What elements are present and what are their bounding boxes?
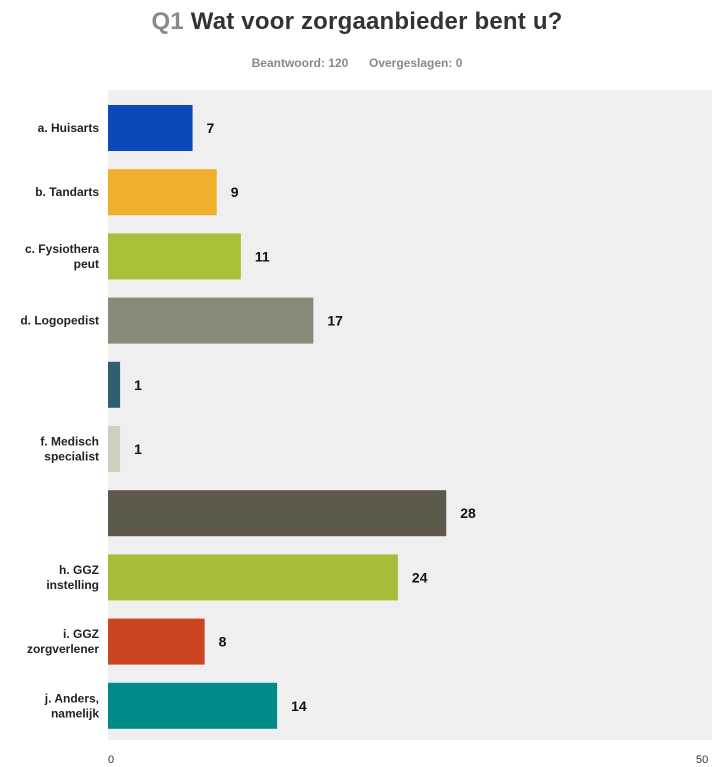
bar: [108, 169, 217, 216]
bar: [108, 297, 314, 344]
category-label: namelijk: [51, 706, 99, 720]
category-label: c. Fysiothera: [25, 242, 99, 256]
category-label: specialist: [44, 450, 99, 464]
value-label: 24: [412, 569, 428, 585]
value-label: 28: [460, 505, 476, 521]
question-number: Q1: [151, 8, 184, 35]
x-tick-label: 50: [696, 754, 708, 766]
value-label: 1: [134, 441, 142, 457]
bar: [108, 682, 278, 729]
value-label: 14: [291, 698, 307, 714]
bar: [108, 554, 398, 601]
category-label: j. Anders,: [44, 691, 99, 705]
bar: [108, 233, 241, 280]
category-label: b. Tandarts: [35, 185, 99, 199]
value-label: 9: [231, 184, 239, 200]
bar: [108, 618, 205, 665]
x-tick-label: 0: [108, 754, 114, 766]
category-label: a. Huisarts: [38, 121, 100, 135]
bar: [108, 490, 447, 537]
category-label: i. GGZ: [63, 627, 99, 641]
question-text: Wat voor zorgaanbieder bent u?: [190, 8, 563, 35]
bar: [108, 426, 121, 472]
chart-title: Q1 Wat voor zorgaanbieder bent u?: [0, 8, 714, 36]
bar: [108, 105, 193, 151]
category-label: d. Logopedist: [20, 314, 99, 328]
value-label: 7: [207, 120, 215, 136]
category-label: instelling: [46, 578, 99, 592]
category-label: f. Medisch: [40, 435, 99, 449]
category-label: h. GGZ: [59, 563, 99, 577]
skipped-count: Overgeslagen: 0: [369, 56, 463, 70]
value-label: 11: [255, 248, 270, 264]
value-label: 1: [134, 377, 142, 393]
answered-count: Beantwoord: 120: [251, 56, 349, 70]
value-label: 8: [219, 634, 227, 650]
response-stats: Beantwoord: 120 Overgeslagen: 0: [0, 56, 714, 70]
value-label: 17: [327, 313, 343, 329]
category-label: peut: [74, 257, 99, 271]
bar: [108, 361, 121, 408]
category-label: zorgverlener: [27, 642, 99, 656]
